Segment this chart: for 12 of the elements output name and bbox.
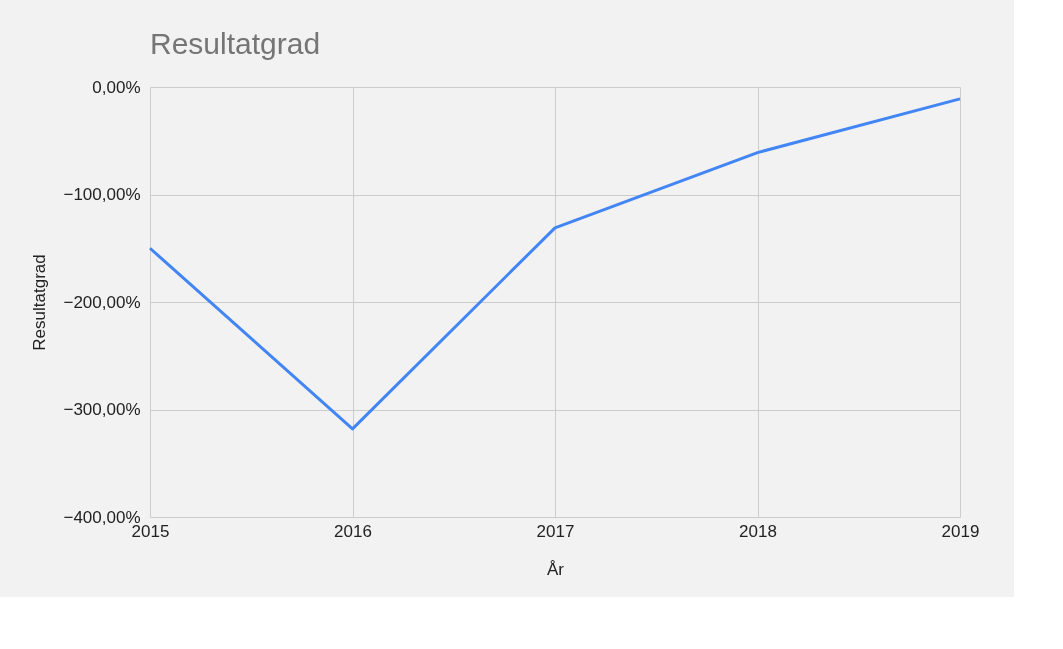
y-tick-label: −100,00% <box>63 185 141 204</box>
x-tick-label: 2018 <box>739 521 777 541</box>
y-axis-title: Resultatgrad <box>30 254 50 351</box>
y-tick-label: 0,00% <box>92 77 141 97</box>
line-series <box>148 97 962 431</box>
x-tick-label: 2017 <box>536 521 575 541</box>
x-tick-label: 2019 <box>941 521 980 541</box>
x-tick-label: 2016 <box>334 521 372 541</box>
y-tick-label: −200,00% <box>63 292 141 312</box>
chart-title: Resultatgrad <box>150 27 321 60</box>
x-axis-title: År <box>547 559 565 579</box>
y-tick-label: −300,00% <box>63 400 141 419</box>
